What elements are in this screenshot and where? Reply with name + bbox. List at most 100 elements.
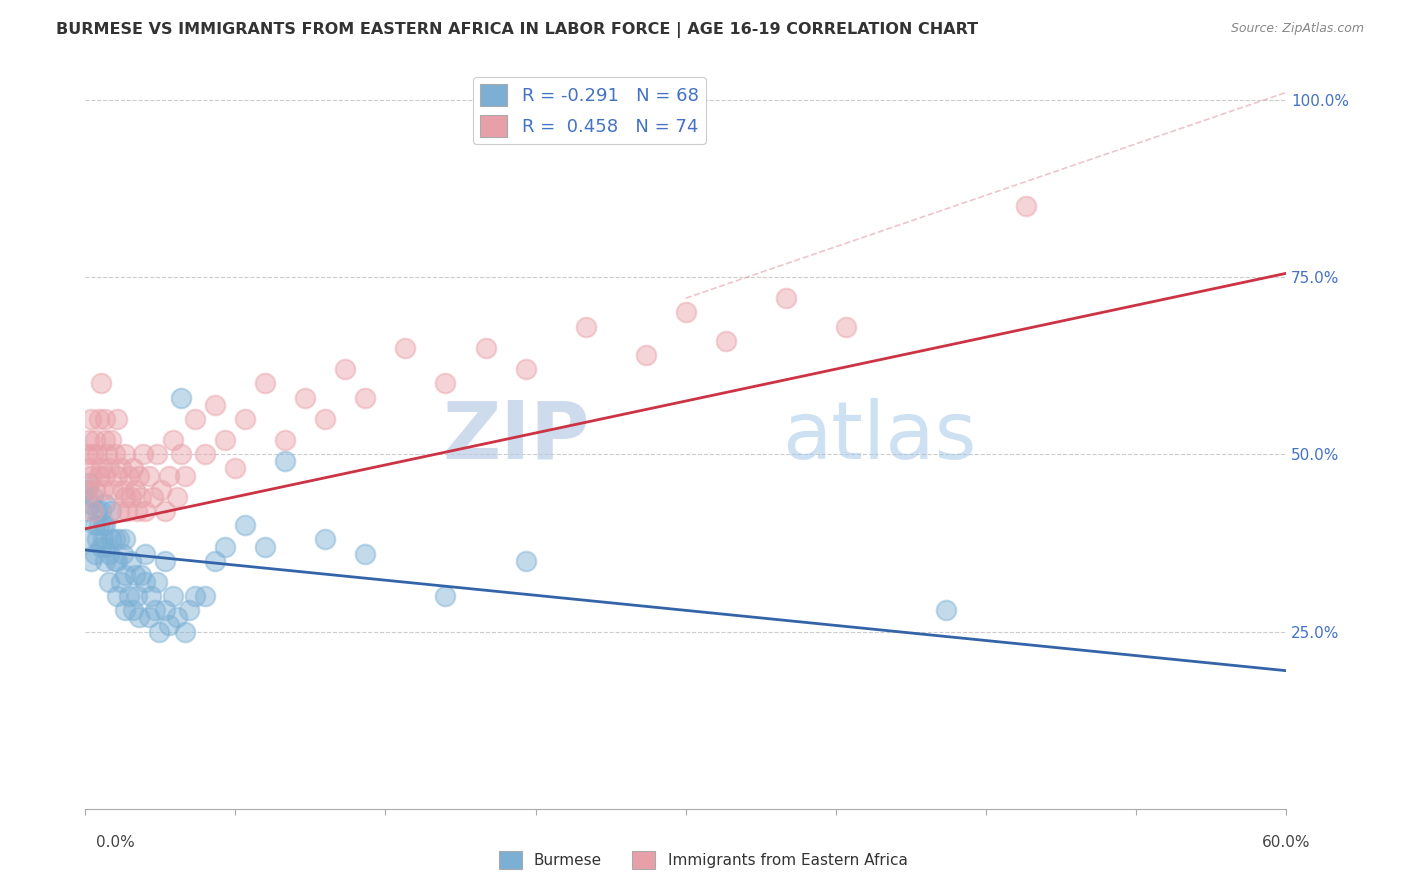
Point xyxy=(110,574,132,589)
Text: 0.0%: 0.0% xyxy=(96,836,135,850)
Point xyxy=(835,319,858,334)
Point xyxy=(194,589,217,603)
Text: Source: ZipAtlas.com: Source: ZipAtlas.com xyxy=(1230,22,1364,36)
Point xyxy=(94,433,117,447)
Point xyxy=(114,447,136,461)
Point xyxy=(80,412,103,426)
Point xyxy=(84,433,107,447)
Point xyxy=(128,468,150,483)
Point xyxy=(105,468,128,483)
Point xyxy=(434,589,457,603)
Text: ZIP: ZIP xyxy=(443,398,589,475)
Point xyxy=(105,412,128,426)
Point xyxy=(90,376,112,391)
Point xyxy=(131,490,153,504)
Point xyxy=(82,490,104,504)
Point xyxy=(314,412,336,426)
Point xyxy=(131,567,153,582)
Point xyxy=(124,483,146,497)
Point xyxy=(335,362,357,376)
Point xyxy=(515,554,537,568)
Point xyxy=(91,483,114,497)
Point xyxy=(86,447,108,461)
Point xyxy=(94,497,117,511)
Point xyxy=(128,610,150,624)
Point xyxy=(146,447,169,461)
Point xyxy=(105,554,128,568)
Point xyxy=(515,362,537,376)
Point xyxy=(100,504,122,518)
Point xyxy=(166,610,188,624)
Point xyxy=(394,341,416,355)
Point xyxy=(120,554,142,568)
Point xyxy=(354,391,377,405)
Point xyxy=(84,483,107,497)
Point xyxy=(138,468,160,483)
Point xyxy=(214,433,236,447)
Point xyxy=(104,554,127,568)
Point xyxy=(254,540,277,554)
Point xyxy=(155,603,177,617)
Point xyxy=(90,461,112,475)
Point xyxy=(79,461,101,475)
Point xyxy=(170,447,193,461)
Point xyxy=(89,412,111,426)
Point xyxy=(775,291,797,305)
Point xyxy=(122,603,145,617)
Point xyxy=(103,483,125,497)
Point xyxy=(235,412,257,426)
Point xyxy=(79,433,101,447)
Point xyxy=(90,540,112,554)
Point xyxy=(89,468,111,483)
Point xyxy=(110,461,132,475)
Point xyxy=(127,589,149,603)
Point xyxy=(114,603,136,617)
Point xyxy=(157,468,180,483)
Point xyxy=(84,547,107,561)
Point xyxy=(235,518,257,533)
Point xyxy=(132,447,155,461)
Point xyxy=(174,468,197,483)
Legend: R = -0.291   N = 68, R =  0.458   N = 74: R = -0.291 N = 68, R = 0.458 N = 74 xyxy=(474,77,706,145)
Point xyxy=(105,589,128,603)
Point xyxy=(80,554,103,568)
Point xyxy=(100,533,122,547)
Point xyxy=(108,533,131,547)
Point xyxy=(94,554,117,568)
Point xyxy=(935,603,957,617)
Point xyxy=(434,376,457,391)
Point xyxy=(86,504,108,518)
Point xyxy=(134,574,156,589)
Point xyxy=(143,603,166,617)
Point xyxy=(118,468,141,483)
Point xyxy=(76,483,98,497)
Point xyxy=(114,567,136,582)
Point xyxy=(76,483,98,497)
Point xyxy=(94,468,117,483)
Point xyxy=(134,504,156,518)
Legend: Burmese, Immigrants from Eastern Africa: Burmese, Immigrants from Eastern Africa xyxy=(492,845,914,875)
Point xyxy=(124,567,146,582)
Point xyxy=(122,461,145,475)
Point xyxy=(138,610,160,624)
Point xyxy=(224,461,246,475)
Point xyxy=(214,540,236,554)
Point xyxy=(174,624,197,639)
Point xyxy=(94,412,117,426)
Text: atlas: atlas xyxy=(782,398,976,475)
Point xyxy=(141,589,163,603)
Point xyxy=(98,547,121,561)
Point xyxy=(184,589,207,603)
Point xyxy=(112,483,135,497)
Point xyxy=(274,433,297,447)
Point xyxy=(96,447,118,461)
Point xyxy=(76,447,98,461)
Point xyxy=(79,475,101,490)
Point xyxy=(104,533,127,547)
Point xyxy=(100,433,122,447)
Text: 60.0%: 60.0% xyxy=(1263,836,1310,850)
Point xyxy=(98,574,121,589)
Point xyxy=(82,447,104,461)
Point xyxy=(120,490,142,504)
Point xyxy=(89,518,111,533)
